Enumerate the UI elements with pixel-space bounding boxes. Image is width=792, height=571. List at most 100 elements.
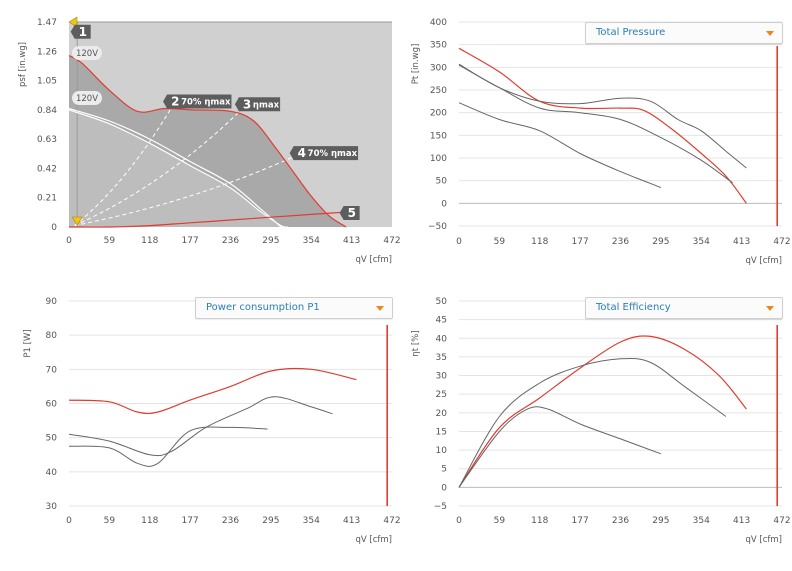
power-consumption-dropdown[interactable]: Power consumption P1 bbox=[195, 297, 393, 319]
total-pressure-dropdown[interactable]: Total Pressure bbox=[585, 22, 783, 44]
chevron-down-icon[interactable] bbox=[766, 306, 774, 311]
y-tick-label: 25 bbox=[436, 390, 447, 400]
x-tick-label: 354 bbox=[693, 516, 710, 526]
series-gray-upper bbox=[458, 357, 727, 488]
y-tick-label: 200 bbox=[430, 109, 447, 119]
y-tick-label: 0 bbox=[441, 483, 447, 493]
x-tick-label: 354 bbox=[693, 237, 710, 247]
tag-label: ηmax bbox=[253, 100, 280, 110]
x-tick-label: 118 bbox=[531, 516, 548, 526]
y-tick-label: 45 bbox=[436, 316, 447, 326]
y-tick-label: 40 bbox=[46, 468, 58, 478]
x-tick-label: 472 bbox=[383, 516, 400, 526]
series-gray-lower bbox=[458, 102, 662, 188]
y-tick-label: 5 bbox=[441, 465, 447, 475]
series-red bbox=[458, 47, 747, 204]
x-axis-label: qV [cfm] bbox=[356, 255, 393, 265]
y-tick-label: 250 bbox=[430, 86, 447, 96]
voltage-label: 120V bbox=[76, 94, 98, 104]
chevron-down-icon[interactable] bbox=[376, 306, 384, 311]
x-tick-label: 177 bbox=[572, 516, 589, 526]
y-tick-label: 0 bbox=[441, 199, 447, 209]
y-tick-label: 50 bbox=[436, 177, 448, 187]
y-tick-label: 30 bbox=[436, 372, 448, 382]
x-tick-label: 413 bbox=[343, 236, 360, 246]
x-tick-label: 177 bbox=[572, 237, 589, 247]
tag-number: 1 bbox=[79, 25, 87, 39]
y-tick-label: 0.42 bbox=[37, 164, 57, 174]
y-tick-label: −5 bbox=[434, 502, 447, 512]
x-axis-label: qV [cfm] bbox=[356, 535, 393, 545]
max-marker-icon bbox=[68, 16, 78, 28]
tag-shape bbox=[163, 94, 232, 109]
marker-tag-4: 4 70% ηmax bbox=[289, 146, 359, 161]
x-tick-label: 354 bbox=[303, 516, 320, 526]
tag-number: 5 bbox=[348, 206, 356, 220]
tag-shape bbox=[289, 146, 359, 161]
series-120v bbox=[68, 107, 282, 228]
y-tick-label: 30 bbox=[46, 502, 58, 512]
series-120v-low bbox=[68, 109, 289, 228]
x-tick-label: 236 bbox=[612, 516, 629, 526]
chart-psf: 0 59 118 177 236 295 354 413 47200.210.420.630.8… bbox=[18, 16, 401, 265]
y-tick-label: 80 bbox=[46, 331, 58, 341]
y-tick-label: 0.63 bbox=[37, 135, 57, 145]
y-tick-label: 60 bbox=[46, 400, 58, 410]
x-tick-label: 236 bbox=[222, 516, 239, 526]
x-axis-label: qV [cfm] bbox=[746, 535, 783, 545]
series-gray-lower bbox=[68, 426, 268, 467]
y-tick-label: 10 bbox=[436, 446, 448, 456]
y-tick-label: 50 bbox=[436, 297, 448, 307]
y-tick-label: 100 bbox=[430, 154, 447, 164]
x-tick-label: 295 bbox=[262, 236, 279, 246]
x-tick-label: 59 bbox=[104, 236, 116, 246]
y-tick-label: 0.84 bbox=[37, 106, 57, 116]
tag-label: 70% ηmax bbox=[308, 149, 358, 159]
y-tick-label: 40 bbox=[436, 334, 448, 344]
chart-p1: 0 59 118 177 236 295 354 413 472 30 40 50 60 70 80 90 qV… bbox=[23, 297, 401, 545]
series-gray-upper bbox=[458, 63, 747, 169]
y-tick-label: 50 bbox=[46, 434, 58, 444]
x-tick-label: 413 bbox=[343, 516, 360, 526]
tag-number: 4 bbox=[298, 146, 306, 160]
y-tick-label: 0 bbox=[51, 223, 57, 233]
y-tick-label: 150 bbox=[430, 131, 447, 141]
marker-tag-1: 1 bbox=[70, 24, 91, 39]
tag-shape bbox=[339, 206, 360, 221]
series-red bbox=[458, 335, 747, 488]
y-tick-label: 350 bbox=[430, 41, 447, 51]
y-axis-label: ηt [%] bbox=[411, 330, 421, 356]
efficiency-line-1 bbox=[74, 101, 176, 226]
series-system-line bbox=[68, 211, 352, 228]
x-tick-label: 177 bbox=[182, 516, 199, 526]
x-tick-label: 472 bbox=[773, 237, 790, 247]
x-tick-label: 295 bbox=[652, 516, 669, 526]
x-tick-label: 236 bbox=[612, 237, 629, 247]
chart-pt: 0 59 118 177 236 295 354 413 472 −50 0 50 100 150 200 2… bbox=[411, 18, 791, 266]
marker-tag-2: 2 70% ηmax bbox=[163, 94, 232, 109]
x-tick-label: 413 bbox=[733, 516, 750, 526]
chevron-down-icon[interactable] bbox=[766, 31, 774, 36]
x-tick-label: 413 bbox=[733, 237, 750, 247]
y-axis-label: Pt [in.wg] bbox=[411, 44, 421, 85]
y-tick-label: 20 bbox=[436, 409, 448, 419]
tag-number: 3 bbox=[243, 97, 251, 111]
y-tick-label: −50 bbox=[428, 222, 447, 232]
tag-shape bbox=[70, 24, 91, 39]
y-tick-label: 0.21 bbox=[37, 194, 57, 204]
total-efficiency-dropdown[interactable]: Total Efficiency bbox=[585, 297, 783, 319]
min-marker-icon bbox=[71, 216, 83, 226]
x-tick-label: 472 bbox=[773, 516, 790, 526]
x-tick-label: 236 bbox=[222, 236, 239, 246]
voltage-badge bbox=[72, 91, 102, 105]
x-tick-label: 118 bbox=[141, 516, 158, 526]
chart-eta: 0 59 118 177 236 295 354 413 472 −5 0 5 10 15 20 25 30 35… bbox=[411, 297, 791, 545]
marker-tag-3: 3 ηmax bbox=[234, 97, 281, 112]
tag-number: 2 bbox=[171, 94, 179, 108]
y-tick-label: 35 bbox=[436, 353, 447, 363]
y-tick-label: 400 bbox=[430, 18, 447, 28]
tag-label: 70% ηmax bbox=[181, 97, 231, 107]
series-gray-upper bbox=[68, 396, 333, 457]
y-tick-label: 1.26 bbox=[37, 47, 57, 57]
